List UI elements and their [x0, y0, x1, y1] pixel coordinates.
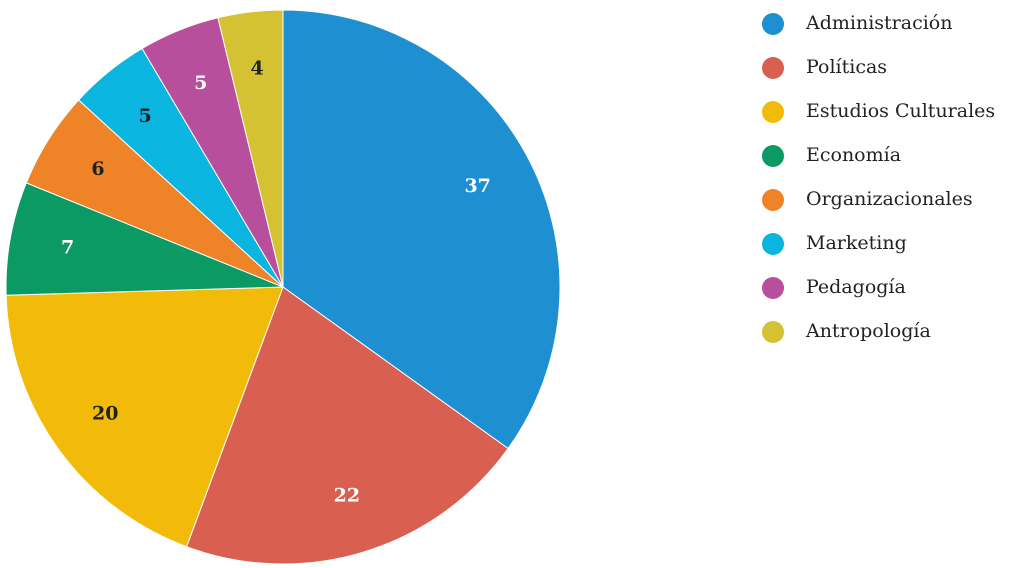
- legend-label: Marketing: [806, 232, 907, 254]
- legend-marker: [762, 189, 784, 211]
- pie-slice: [5, 182, 284, 296]
- legend-marker: [762, 233, 784, 255]
- data-label: 5: [194, 72, 207, 94]
- legend-label: Pedagogía: [806, 276, 906, 298]
- legend-marker: [762, 101, 784, 123]
- data-label: 37: [464, 175, 490, 197]
- legend-marker: [762, 145, 784, 167]
- data-label: 4: [251, 58, 264, 80]
- legend-label: Economía: [806, 144, 901, 166]
- legend-marker: [762, 321, 784, 343]
- pie-slice: [5, 286, 284, 548]
- data-label: 6: [91, 158, 104, 180]
- legend-marker: [762, 57, 784, 79]
- legend-label: Organizacionales: [806, 188, 973, 210]
- data-label: 22: [334, 484, 360, 506]
- legend-label: Antropología: [805, 320, 931, 342]
- legend-marker: [762, 277, 784, 299]
- data-label: 7: [61, 236, 74, 258]
- data-label: 20: [92, 403, 118, 425]
- legend-label: Administración: [805, 12, 952, 34]
- pie-slice: [282, 9, 561, 450]
- legend-label: Políticas: [806, 56, 887, 78]
- data-label: 5: [139, 105, 152, 127]
- pie-slice: [185, 286, 509, 565]
- pie-slice: [217, 9, 284, 288]
- legend-label: Estudios Culturales: [806, 100, 995, 122]
- legend-marker: [762, 13, 784, 35]
